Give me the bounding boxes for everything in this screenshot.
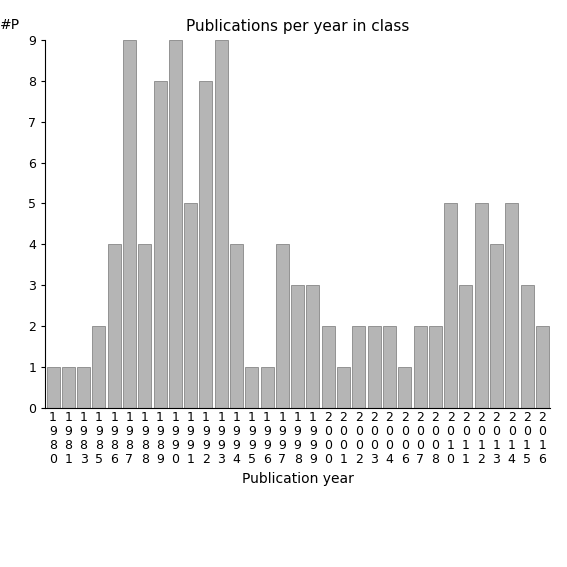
Bar [352, 327, 365, 408]
Bar [77, 367, 90, 408]
X-axis label: Publication year: Publication year [242, 472, 354, 485]
Bar [261, 367, 274, 408]
Bar [475, 204, 488, 408]
Bar [413, 327, 426, 408]
Bar [184, 204, 197, 408]
Bar [383, 327, 396, 408]
Bar [337, 367, 350, 408]
Bar [46, 367, 60, 408]
Bar [429, 327, 442, 408]
Title: Publications per year in class: Publications per year in class [186, 19, 409, 35]
Bar [521, 285, 534, 408]
Bar [367, 327, 380, 408]
Bar [459, 285, 472, 408]
Bar [215, 40, 228, 408]
Bar [536, 327, 549, 408]
Bar [92, 327, 105, 408]
Bar [230, 244, 243, 408]
Bar [123, 40, 136, 408]
Bar [444, 204, 457, 408]
Bar [307, 285, 319, 408]
Bar [246, 367, 259, 408]
Bar [169, 40, 182, 408]
Bar [505, 204, 518, 408]
Bar [398, 367, 411, 408]
Bar [291, 285, 304, 408]
Bar [108, 244, 121, 408]
Bar [154, 81, 167, 408]
Bar [62, 367, 75, 408]
Y-axis label: #P: #P [0, 18, 20, 32]
Bar [138, 244, 151, 408]
Bar [321, 327, 335, 408]
Bar [490, 244, 503, 408]
Bar [276, 244, 289, 408]
Bar [200, 81, 213, 408]
